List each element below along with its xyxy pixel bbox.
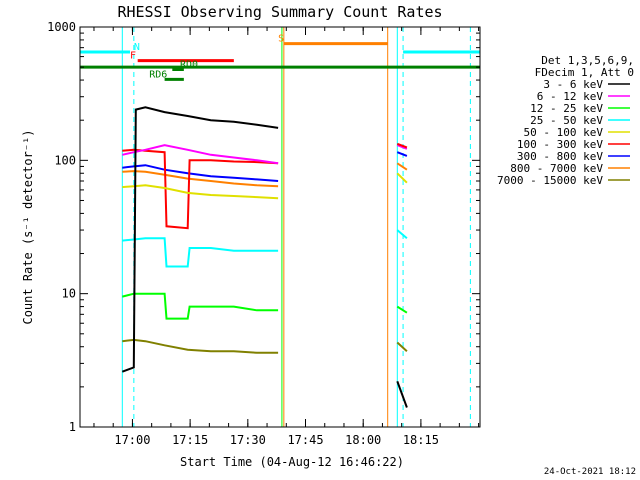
- series-50-100-kev: [122, 184, 279, 200]
- series-300-800-kev-late: [396, 151, 408, 157]
- legend-header-line: FDecim 1, Att 0: [535, 66, 634, 79]
- legend-header-line: Det 1,3,5,6,9,: [541, 54, 634, 67]
- x-tick-label: 17:00: [114, 433, 150, 447]
- y-tick-label: 10: [62, 287, 76, 301]
- series-800-7000-kev-late: [396, 162, 408, 171]
- y-tick-label: 1000: [47, 20, 76, 34]
- legend-label-12-25-kev: 12 - 25 keV: [530, 102, 603, 115]
- series-25-50-kev-late: [396, 229, 408, 240]
- x-tick-label: 17:15: [172, 433, 208, 447]
- series-6-12-kev: [122, 144, 279, 165]
- x-axis-label: Start Time (04-Aug-12 16:46:22): [180, 455, 404, 469]
- axes: 17:00 17:15 17:30 17:45 18:00 18:15 1 10 100 1000: [47, 20, 480, 447]
- y-axis-label: Count Rate (s⁻¹ detector⁻¹): [21, 129, 35, 324]
- plot-frame: [79, 26, 481, 428]
- legend: Det 1,3,5,6,9,FDecim 1, Att 03 - 6 keV6 …: [497, 54, 634, 187]
- series-100-300-kev-late: [396, 142, 408, 149]
- legend-label-100-300-kev: 100 - 300 keV: [517, 138, 603, 151]
- series-3-6-kev: [121, 106, 279, 373]
- timestamp: 24-Oct-2021 18:12: [544, 467, 636, 477]
- legend-label-300-800-kev: 300 - 800 keV: [517, 150, 603, 163]
- legend-label-3-6-kev: 3 - 6 keV: [543, 78, 603, 91]
- flag-label-f: F: [130, 51, 136, 62]
- chart-title: RHESSI Observing Summary Count Rates: [117, 3, 442, 21]
- legend-label-7000-15000-kev: 7000 - 15000 keV: [497, 174, 603, 187]
- series-12-25-kev: [122, 292, 279, 320]
- series-12-25-kev-late: [396, 305, 408, 314]
- x-tick-label: 18:15: [403, 433, 439, 447]
- series-50-100-kev-late: [396, 172, 408, 184]
- flag-label-rd6: RD6: [149, 69, 167, 80]
- legend-label-25-50-kev: 25 - 50 keV: [530, 114, 603, 127]
- y-tick-label: 1: [69, 420, 76, 434]
- flag-label-n: N: [134, 42, 140, 53]
- series-6-12-kev-late: [396, 144, 408, 150]
- series-7000-15000-kev: [122, 338, 279, 354]
- x-tick-label: 17:45: [287, 433, 323, 447]
- x-tick-label: 18:00: [345, 433, 381, 447]
- series-3-6-kev-late: [396, 380, 408, 408]
- x-tick-label: 17:30: [230, 433, 266, 447]
- legend-label-800-7000-kev: 800 - 7000 keV: [510, 162, 603, 175]
- plot-area: NF S RD0 RD6: [80, 27, 480, 427]
- series-7000-15000-kev-late: [396, 341, 408, 352]
- series-800-7000-kev: [122, 170, 279, 188]
- series-25-50-kev: [122, 237, 279, 268]
- legend-label-50-100-kev: 50 - 100 keV: [524, 126, 604, 139]
- series-300-800-kev: [122, 164, 279, 182]
- legend-label-6-12-kev: 6 - 12 keV: [537, 90, 604, 103]
- flag-label-s: S: [278, 34, 284, 45]
- flag-label-rd0: RD0: [180, 60, 198, 71]
- y-tick-label: 100: [54, 153, 76, 167]
